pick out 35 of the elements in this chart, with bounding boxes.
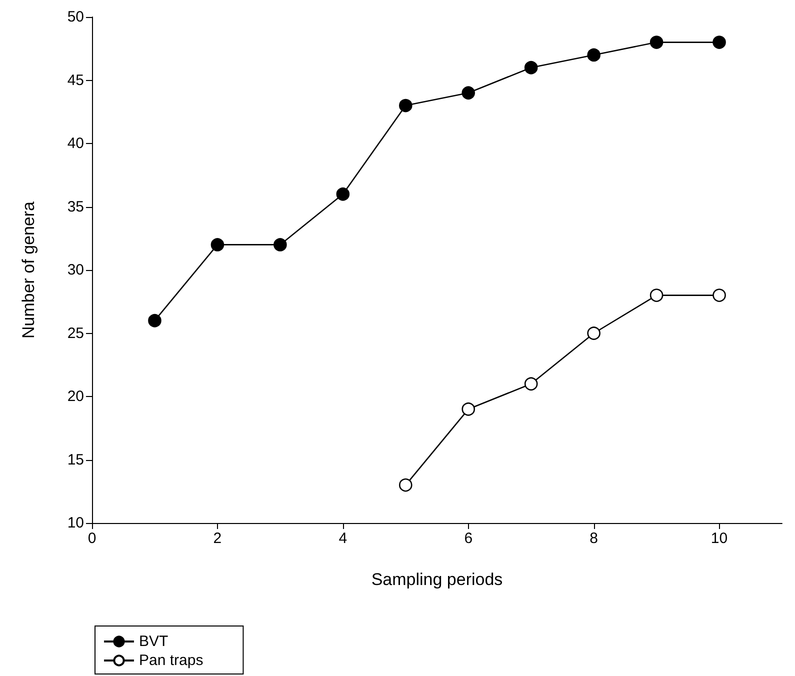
y-axis-title: Number of genera: [19, 200, 38, 339]
y-tick-label: 20: [67, 388, 84, 405]
x-tick-label: 8: [590, 530, 598, 547]
x-tick-label: 10: [710, 530, 728, 547]
point: [399, 478, 412, 492]
point: [587, 48, 600, 62]
point: [712, 288, 726, 302]
y-tick-label: 15: [67, 451, 84, 468]
point: [148, 314, 162, 328]
x-tick-label: 6: [464, 530, 473, 547]
y-tick-label: 10: [67, 514, 84, 532]
point: [524, 377, 538, 390]
y-tick-label: 40: [67, 135, 84, 152]
point: [399, 98, 412, 112]
x-tick-label: 0: [88, 530, 96, 547]
point: [650, 288, 664, 302]
point: [712, 36, 726, 49]
x-tick-label: 4: [338, 530, 348, 547]
y-tick-label: 30: [67, 262, 84, 278]
point: [524, 60, 538, 74]
y-tick-label: 50: [67, 8, 84, 26]
legend-label: Pan traps: [139, 652, 204, 669]
point: [274, 238, 287, 252]
point: [462, 86, 476, 100]
y-tick-label: 35: [67, 198, 84, 216]
point: [650, 36, 664, 49]
x-axis-title: Sampling periods: [371, 570, 503, 589]
legend-label: BVT: [139, 633, 168, 650]
point: [336, 187, 350, 201]
point: [587, 326, 600, 340]
y-tick-label: 25: [67, 324, 84, 342]
x-tick-label: 2: [213, 530, 222, 547]
point: [462, 402, 476, 416]
y-tick-label: 45: [67, 72, 84, 89]
point: [210, 238, 224, 252]
